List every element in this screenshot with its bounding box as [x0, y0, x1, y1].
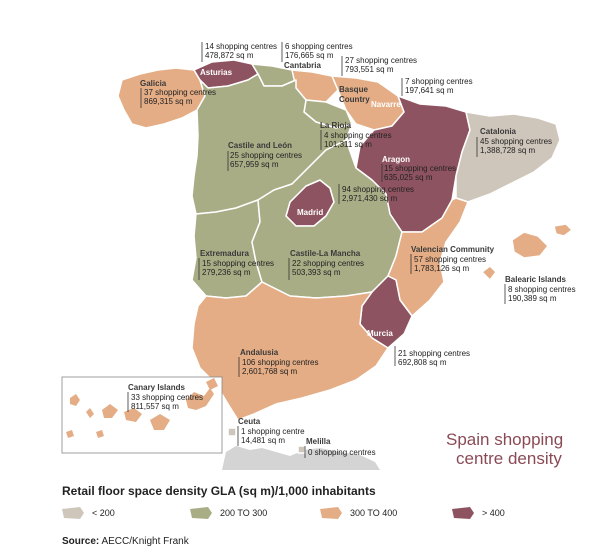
label-basque-1: Basque: [339, 85, 368, 94]
legend-label-gt-400: > 400: [482, 508, 505, 518]
stat-basque-area: 793,551 sq m: [345, 65, 394, 74]
map-title-line1: Spain shopping: [446, 430, 564, 449]
legend-item-gt-400: > 400: [452, 506, 505, 520]
stat-cantabria-centres: 6 shopping centres: [285, 42, 353, 51]
stat-ceuta-area: 14,481 sq m: [241, 436, 285, 445]
stat-murcia-area: 692,808 sq m: [398, 358, 447, 367]
stat-castilelamancha-centres: 22 shopping centres: [292, 259, 364, 268]
stat-murcia-centres: 21 shopping centres: [398, 349, 470, 358]
stat-balearic-centres: 8 shopping centres: [508, 285, 576, 294]
stat-navarre-centres: 7 shopping centres: [405, 77, 473, 86]
label-ceuta: Ceuta: [238, 417, 261, 426]
label-aragon: Aragon: [382, 155, 410, 164]
stat-navarre-area: 197,641 sq m: [405, 86, 454, 95]
stat-aragon-area: 635,025 sq m: [384, 173, 433, 182]
label-larioja: La Rioja: [320, 121, 352, 130]
stat-extremadura-centres: 15 shopping centres: [202, 259, 274, 268]
spain-map: Asturias Cantabria Galicia Basque Countr…: [61, 42, 576, 470]
stat-catalonia-area: 1,388,728 sq m: [480, 146, 535, 155]
map-title: Spain shopping centre density: [446, 430, 586, 468]
stat-castileleon-area: 657,959 sq m: [230, 160, 279, 169]
stat-balearic-area: 190,389 sq m: [508, 294, 557, 303]
stat-asturias-centres: 14 shopping centres: [205, 42, 277, 51]
label-balearic: Balearic Islands: [505, 275, 566, 284]
legend-item-300-400: 300 TO 400: [320, 506, 397, 520]
stat-andalusia-centres: 106 shopping centres: [242, 358, 319, 367]
label-murcia: Murcia: [367, 329, 393, 338]
legend-title: Retail floor space density GLA (sq m)/1,…: [62, 484, 376, 498]
legend-swatch-200-300: [190, 507, 212, 519]
label-basque-2: Country: [339, 95, 370, 104]
stat-larioja-centres: 4 shopping centres: [324, 131, 392, 140]
source-label: Source:: [62, 536, 100, 547]
stat-madrid-area: 2,971,430 sq m: [342, 194, 397, 203]
stat-asturias-area: 478,872 sq m: [205, 51, 254, 60]
label-extremadura: Extremadura: [200, 249, 249, 258]
legend-label-lt-200: < 200: [92, 508, 115, 518]
label-melilla: Melilla: [306, 437, 331, 446]
region-ceuta[interactable]: [227, 427, 237, 437]
stat-valencia-centres: 57 shopping centres: [414, 255, 486, 264]
label-castilelamancha: Castile-La Mancha: [290, 249, 361, 258]
legend-label-300-400: 300 TO 400: [350, 508, 398, 518]
source-text: AECC/Knight Frank: [101, 536, 189, 547]
stat-aragon-centres: 15 shopping centres: [384, 164, 456, 173]
stat-ceuta-centres: 1 shopping centre: [241, 427, 305, 436]
region-andalusia[interactable]: [191, 281, 389, 421]
region-catalonia[interactable]: [455, 111, 561, 203]
region-balearic-mallorca[interactable]: [511, 231, 549, 259]
stat-galicia-area: 869,315 sq m: [144, 97, 193, 106]
stat-canary-centres: 33 shopping centres: [131, 393, 203, 402]
africa-coast: [222, 446, 380, 470]
label-asturias: Asturias: [200, 68, 233, 77]
label-castileleon: Castile and León: [228, 141, 292, 150]
label-valencia: Valencian Community: [411, 245, 495, 254]
label-navarre: Navarre: [371, 100, 401, 109]
stat-valencia-area: 1,783,126 sq m: [414, 264, 469, 273]
label-andalusia: Andalusia: [240, 348, 279, 357]
stat-larioja-area: 101,311 sq m: [324, 140, 372, 149]
map-title-line2: centre density: [456, 449, 562, 468]
legend-swatch-lt-200: [62, 507, 84, 519]
region-castilelamancha[interactable]: [251, 139, 403, 299]
region-balearic-menorca[interactable]: [553, 223, 573, 237]
label-madrid: Madrid: [297, 208, 323, 217]
stat-catalonia-centres: 45 shopping centres: [480, 137, 552, 146]
label-cantabria: Cantabria: [284, 61, 321, 70]
label-catalonia: Catalonia: [480, 127, 517, 136]
region-melilla[interactable]: [297, 445, 306, 454]
stat-canary-area: 811,557 sq m: [131, 402, 179, 411]
legend-swatch-300-400: [320, 507, 342, 519]
legend-item-lt-200: < 200: [62, 506, 115, 520]
stat-castileleon-centres: 25 shopping centres: [230, 151, 302, 160]
legend-swatch-gt-400: [452, 507, 474, 519]
stat-castilelamancha-area: 503,393 sq m: [292, 268, 341, 277]
label-galicia: Galicia: [140, 79, 167, 88]
stat-andalusia-area: 2,601,768 sq m: [242, 367, 297, 376]
stat-basque-centres: 27 shopping centres: [345, 56, 417, 65]
legend-item-200-300: 200 TO 300: [190, 506, 267, 520]
label-canary: Canary Islands: [128, 383, 185, 392]
stat-melilla-centres: 0 shopping centres: [308, 448, 376, 457]
stat-madrid-centres: 94 shopping centres: [342, 185, 414, 194]
region-canary-islands[interactable]: [66, 378, 218, 438]
legend: < 200 200 TO 300 300 TO 400 > 400: [62, 506, 522, 524]
stat-galicia-centres: 37 shopping centres: [144, 88, 216, 97]
stat-cantabria-area: 176,665 sq m: [285, 51, 334, 60]
stat-extremadura-area: 279,236 sq m: [202, 268, 251, 277]
source-note: Source: AECC/Knight Frank: [62, 536, 189, 547]
legend-label-200-300: 200 TO 300: [220, 508, 268, 518]
region-balearic-ibiza[interactable]: [481, 265, 497, 281]
